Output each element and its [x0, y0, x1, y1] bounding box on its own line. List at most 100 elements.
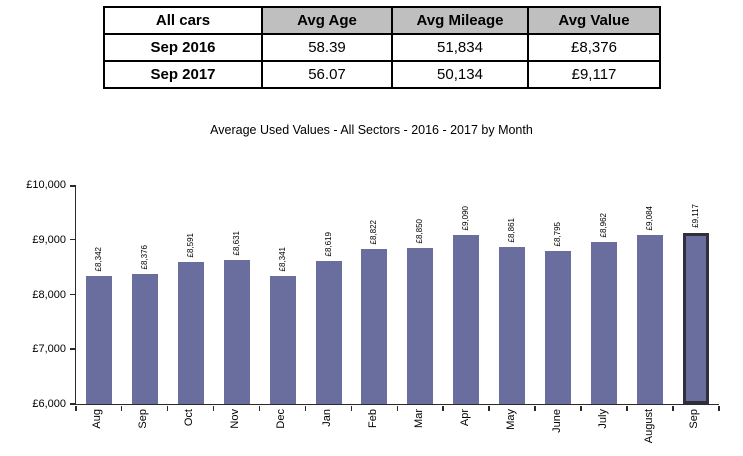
- x-axis-label: June: [550, 409, 563, 433]
- x-axis-tick: [534, 405, 536, 411]
- y-axis-labels: £6,000 £7,000 £8,000 £9,000 £10,000: [0, 179, 66, 410]
- chart-title: Average Used Values - All Sectors - 2016…: [210, 123, 533, 137]
- x-axis-label: Jan: [321, 409, 334, 427]
- x-label-cell: Sep: [121, 409, 167, 443]
- summary-table: All cars Avg Age Avg Mileage Avg Value S…: [103, 6, 661, 89]
- x-axis-tick: [350, 405, 353, 411]
- bars: £8,342 £8,376 £8,591 £8,631 £8,341 £8,619 £8,8…: [76, 185, 719, 404]
- x-label-cell: July: [580, 409, 626, 443]
- bar-sep: [682, 233, 709, 404]
- x-axis-label: Aug: [91, 409, 104, 429]
- x-label-cell: Feb: [351, 409, 397, 443]
- bar-aug: [85, 276, 112, 404]
- x-axis-label: August: [642, 409, 655, 444]
- sep-2016-avg-value: £8,376: [527, 33, 661, 62]
- bar-cell: £8,619: [306, 185, 352, 404]
- bar-feb: [361, 249, 388, 404]
- x-axis-label: May: [504, 409, 517, 430]
- bar-oct: [177, 262, 204, 404]
- bar-nov: [223, 260, 250, 404]
- x-axis-tick: [258, 405, 261, 411]
- bar-value-label: £8,850: [415, 218, 425, 243]
- bar-cell: £8,376: [122, 185, 168, 404]
- sep-2017-avg-value: £9,117: [527, 60, 661, 89]
- sep-2017-avg-mileage: 50,134: [391, 60, 529, 89]
- y-axis-tick: [69, 293, 75, 295]
- bar-cell: £9,117: [673, 185, 719, 404]
- x-axis-tick: [304, 405, 307, 411]
- x-label-cell: June: [534, 409, 580, 443]
- x-axis-tick: [580, 405, 582, 411]
- bar-value-label: £8,342: [93, 246, 103, 271]
- sep-2016-avg-age: 58.39: [261, 33, 393, 62]
- header-all-cars: All cars: [103, 6, 263, 35]
- x-axis-label: Nov: [229, 409, 242, 429]
- x-axis-tick: [396, 405, 398, 411]
- row-label-sep-2016: Sep 2016: [103, 33, 263, 62]
- table-header-row: All cars Avg Age Avg Mileage Avg Value: [103, 6, 661, 35]
- bar-value-label: £8,962: [599, 212, 609, 237]
- x-axis-label: Apr: [458, 409, 471, 427]
- x-axis-tick: [166, 405, 169, 411]
- bar-cell: £8,631: [214, 185, 260, 404]
- bar-value-label: £9,090: [461, 205, 471, 230]
- bar-cell: £9,090: [443, 185, 489, 404]
- row-label-sep-2017: Sep 2017: [103, 60, 263, 89]
- x-label-cell: Sep: [672, 409, 718, 443]
- sep-2016-avg-mileage: 51,834: [391, 33, 529, 62]
- bar-cell: £8,341: [260, 185, 306, 404]
- x-label-cell: August: [626, 409, 672, 443]
- bar-cell: £9,084: [627, 185, 673, 404]
- bar-august: [637, 235, 664, 404]
- y-axis-label: £9,000: [32, 233, 66, 246]
- bar-value-label: £9,117: [690, 204, 700, 228]
- bar-value-label: £8,861: [507, 217, 517, 242]
- header-avg-mileage: Avg Mileage: [391, 6, 529, 35]
- x-axis-label: Dec: [275, 409, 288, 429]
- bar-cell: £8,861: [489, 185, 535, 404]
- x-label-cell: Dec: [259, 409, 305, 443]
- bar-value-label: £8,619: [323, 231, 333, 256]
- bar-july: [591, 242, 618, 404]
- bar-cell: £8,822: [352, 185, 398, 404]
- x-axis-tick: [672, 405, 674, 411]
- bar-value-label: £9,084: [645, 205, 655, 230]
- x-axis-tick: [626, 405, 628, 411]
- sep-2017-avg-age: 56.07: [261, 60, 393, 89]
- y-axis-tick: [69, 238, 75, 241]
- x-axis-tick: [75, 405, 77, 411]
- x-axis-label: July: [596, 409, 609, 429]
- bar-dec: [269, 276, 296, 404]
- bar-value-label: £8,341: [277, 246, 287, 271]
- table-row: Sep 2016 58.39 51,834 £8,376: [103, 33, 661, 62]
- y-axis-label: £6,000: [32, 398, 66, 410]
- bar-june: [545, 251, 572, 404]
- x-label-cell: Mar: [396, 409, 442, 443]
- bar-sep: [131, 274, 158, 404]
- x-axis-tick: [488, 405, 490, 411]
- x-label-cell: Jan: [305, 409, 351, 443]
- x-label-cell: Oct: [167, 409, 213, 443]
- x-label-cell: Nov: [213, 409, 259, 443]
- header-avg-age: Avg Age: [261, 6, 393, 35]
- header-avg-value: Avg Value: [527, 6, 661, 35]
- bar-cell: £8,342: [76, 185, 122, 404]
- bar-may: [499, 247, 526, 404]
- x-axis-tick: [718, 405, 720, 411]
- bar-cell: £8,850: [397, 185, 443, 404]
- x-axis-label: Feb: [366, 409, 379, 428]
- y-axis-label: £7,000: [32, 343, 66, 356]
- bar-apr: [453, 235, 480, 404]
- bar-value-label: £8,376: [139, 244, 149, 269]
- bar-value-label: £8,822: [369, 219, 379, 244]
- bar-value-label: £8,591: [185, 232, 195, 257]
- x-label-cell: Apr: [442, 409, 488, 443]
- x-axis-tick: [120, 405, 123, 411]
- y-axis-label: £8,000: [32, 288, 66, 301]
- x-axis-tick: [442, 405, 444, 411]
- x-axis-tick: [212, 405, 215, 411]
- bar-cell: £8,591: [168, 185, 214, 404]
- plot-area: £8,342 £8,376 £8,591 £8,631 £8,341 £8,619 £8,8…: [69, 185, 720, 411]
- x-axis-labels: Aug Sep Oct Nov Dec Jan Feb Mar Apr May June July Au…: [75, 409, 718, 443]
- x-axis-label: Sep: [137, 409, 150, 429]
